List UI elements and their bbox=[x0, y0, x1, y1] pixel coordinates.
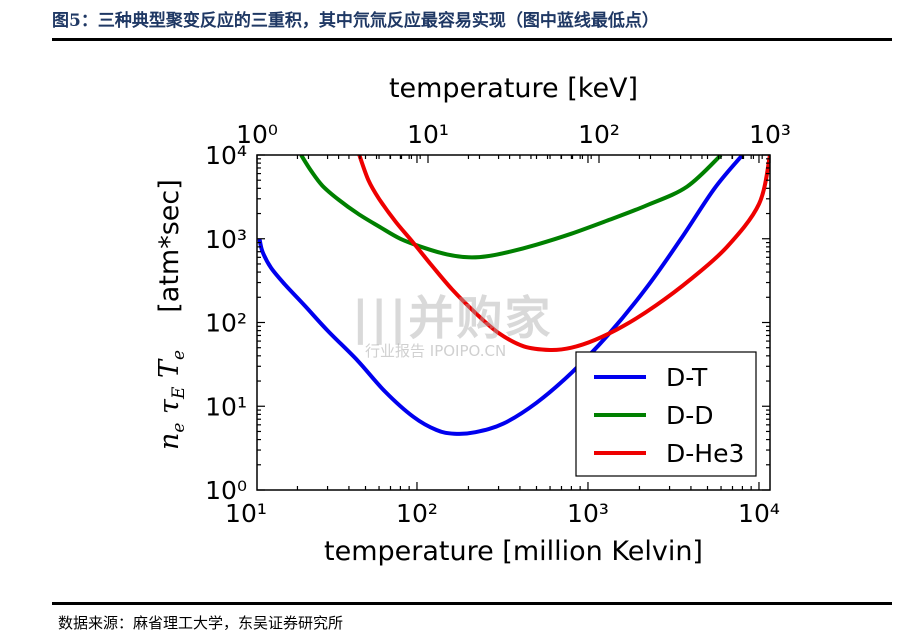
figure-title: 图5：三种典型聚变反应的三重积，其中氘氚反应最容易实现（图中蓝线最低点） bbox=[52, 11, 659, 31]
x-axis-label-top: temperature [keV] bbox=[389, 73, 638, 104]
series-line-d-t bbox=[257, 155, 744, 436]
x-tick-label-bottom: 10² bbox=[396, 499, 438, 528]
y-tick-label: 10¹ bbox=[205, 392, 247, 421]
legend-label-d-he3: D-He3 bbox=[666, 439, 744, 468]
bottom-rule bbox=[52, 602, 892, 605]
y-tick-label: 10⁴ bbox=[205, 141, 247, 170]
series-line-d-d bbox=[299, 155, 723, 260]
series-line-d-he3 bbox=[357, 155, 770, 353]
x-tick-label-top: 10⁰ bbox=[236, 120, 278, 149]
y-math-label: ne τE Te bbox=[154, 350, 189, 450]
x-tick-label-top: 10² bbox=[578, 120, 620, 149]
top-rule bbox=[52, 38, 892, 41]
y-axis-label: [atm*sec] bbox=[154, 179, 185, 313]
legend-label-d-t: D-T bbox=[666, 363, 708, 392]
x-tick-label-top: 10³ bbox=[749, 120, 791, 149]
x-tick-label-top: 10¹ bbox=[407, 120, 449, 149]
x-tick-label-bottom: 10⁴ bbox=[738, 499, 780, 528]
series-lines bbox=[257, 155, 770, 436]
y-tick-label: 10² bbox=[205, 309, 247, 338]
source-note: 数据来源：麻省理工大学，东吴证券研究所 bbox=[58, 614, 344, 632]
y-tick-label: 10⁰ bbox=[205, 476, 247, 505]
x-tick-label-bottom: 10³ bbox=[567, 499, 609, 528]
x-axis-label-bottom: temperature [million Kelvin] bbox=[324, 536, 703, 567]
axis-ticks bbox=[256, 154, 771, 491]
legend: D-T D-D D-He3 bbox=[575, 351, 757, 477]
x-tick-label-bottom: 10¹ bbox=[225, 499, 267, 528]
legend-label-d-d: D-D bbox=[666, 401, 714, 430]
y-axis-math-label: ne τE Te bbox=[154, 350, 189, 450]
y-tick-label: 10³ bbox=[205, 225, 247, 254]
